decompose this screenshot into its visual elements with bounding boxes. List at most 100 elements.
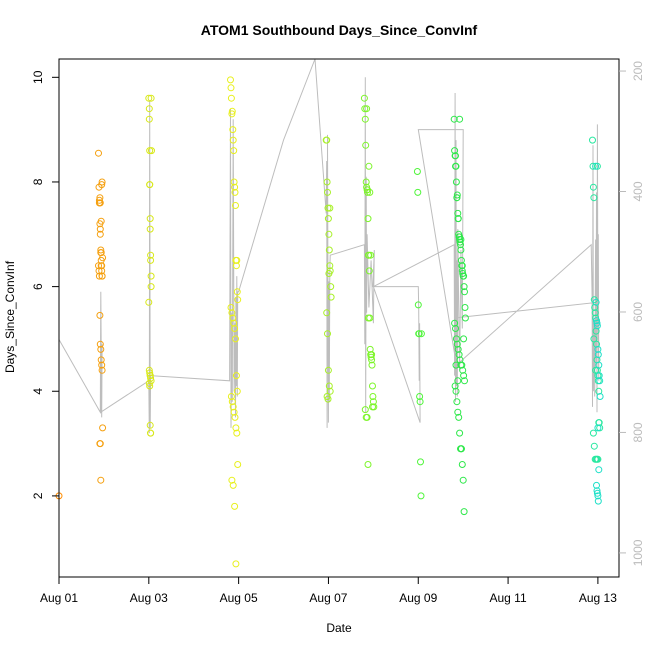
data-point [227,94,235,102]
data-point [327,293,335,301]
data-point [461,314,469,322]
y-tick-label: 8 [31,178,45,185]
data-point [324,188,331,196]
data-point [233,387,241,395]
data-point [228,398,236,406]
data-point [450,115,458,123]
data-point [228,309,236,317]
y-tick-label: 6 [31,283,45,290]
data-point [458,267,466,275]
data-point [147,272,155,280]
data-point [456,429,464,437]
data-point [460,372,468,380]
data-point [457,246,465,254]
data-point [95,272,103,280]
data-point [416,398,424,406]
data-point [148,147,155,155]
data-point [361,115,369,123]
data-point [594,351,602,359]
data-point [593,487,601,495]
data-point [145,115,153,123]
x-tick-label: Aug 09 [399,591,437,605]
depth-track-line [58,58,600,434]
plot-frame [58,58,620,578]
data-point [326,262,334,270]
data-point [363,105,371,113]
data-point [99,424,107,432]
data-point [227,84,235,92]
data-point [369,393,377,400]
data-point [146,215,154,223]
data-point [460,272,468,280]
data-point [453,398,461,406]
data-point [417,492,425,500]
data-point [145,105,153,113]
data-point [458,461,466,468]
x-tick-label: Aug 05 [220,591,258,605]
data-point [232,424,240,432]
data-point [367,353,375,361]
data-point [369,403,376,411]
data-point [97,356,105,364]
data-point [147,283,155,291]
data-point [230,178,238,186]
x-tick-label: Aug 13 [579,591,617,605]
data-point [227,304,235,311]
data-point [589,429,597,437]
x-axis: Aug 01 Aug 03 Aug 05 Aug 07 Aug 09 Aug 11 Aug … [40,577,617,605]
data-point [458,262,466,270]
data-point [98,366,106,374]
points-layer [55,76,604,568]
data-point [230,408,238,416]
data-point [327,283,335,291]
data-point [459,366,467,374]
data-point [594,497,602,505]
data-point [368,356,376,364]
data-point [454,408,462,416]
data-point [590,335,598,343]
y2-tick-label: 600 [631,302,645,322]
data-point [452,387,460,395]
data-point [457,241,464,249]
data-point [323,309,331,317]
data-point [232,262,240,270]
data-point [323,178,331,186]
data-point [452,162,460,170]
data-point [364,215,372,223]
data-point [590,442,598,450]
data-point [146,181,154,189]
y-tick-label: 10 [31,70,45,84]
data-point [147,94,155,102]
data-point [460,335,468,343]
data-point [324,215,332,223]
data-point [96,194,104,202]
data-point [457,256,465,264]
data-point [325,246,333,254]
data-point [595,419,603,427]
data-point [365,267,373,275]
data-point [592,366,600,374]
data-point [590,194,598,202]
data-point [451,319,459,327]
data-point [232,560,240,568]
data-point [368,361,376,369]
data-point [595,387,603,395]
data-point [234,461,242,468]
x-tick-label: Aug 03 [130,591,168,605]
data-point [589,183,597,191]
data-point [233,256,241,264]
data-point [228,476,236,484]
data-point [453,194,461,202]
data-point [147,374,155,382]
data-point [452,325,459,332]
y-tick-label: 4 [31,388,45,395]
data-point [97,246,105,254]
data-point [231,502,239,510]
data-point [416,393,424,400]
data-point [454,209,462,217]
data-point [414,188,422,196]
data-point [593,319,601,327]
data-point [229,126,237,134]
data-point [593,489,601,497]
data-point [232,372,240,380]
